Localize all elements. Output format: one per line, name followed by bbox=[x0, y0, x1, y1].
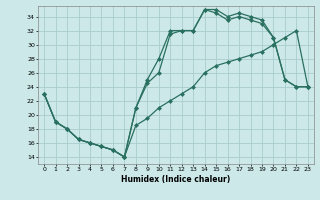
X-axis label: Humidex (Indice chaleur): Humidex (Indice chaleur) bbox=[121, 175, 231, 184]
